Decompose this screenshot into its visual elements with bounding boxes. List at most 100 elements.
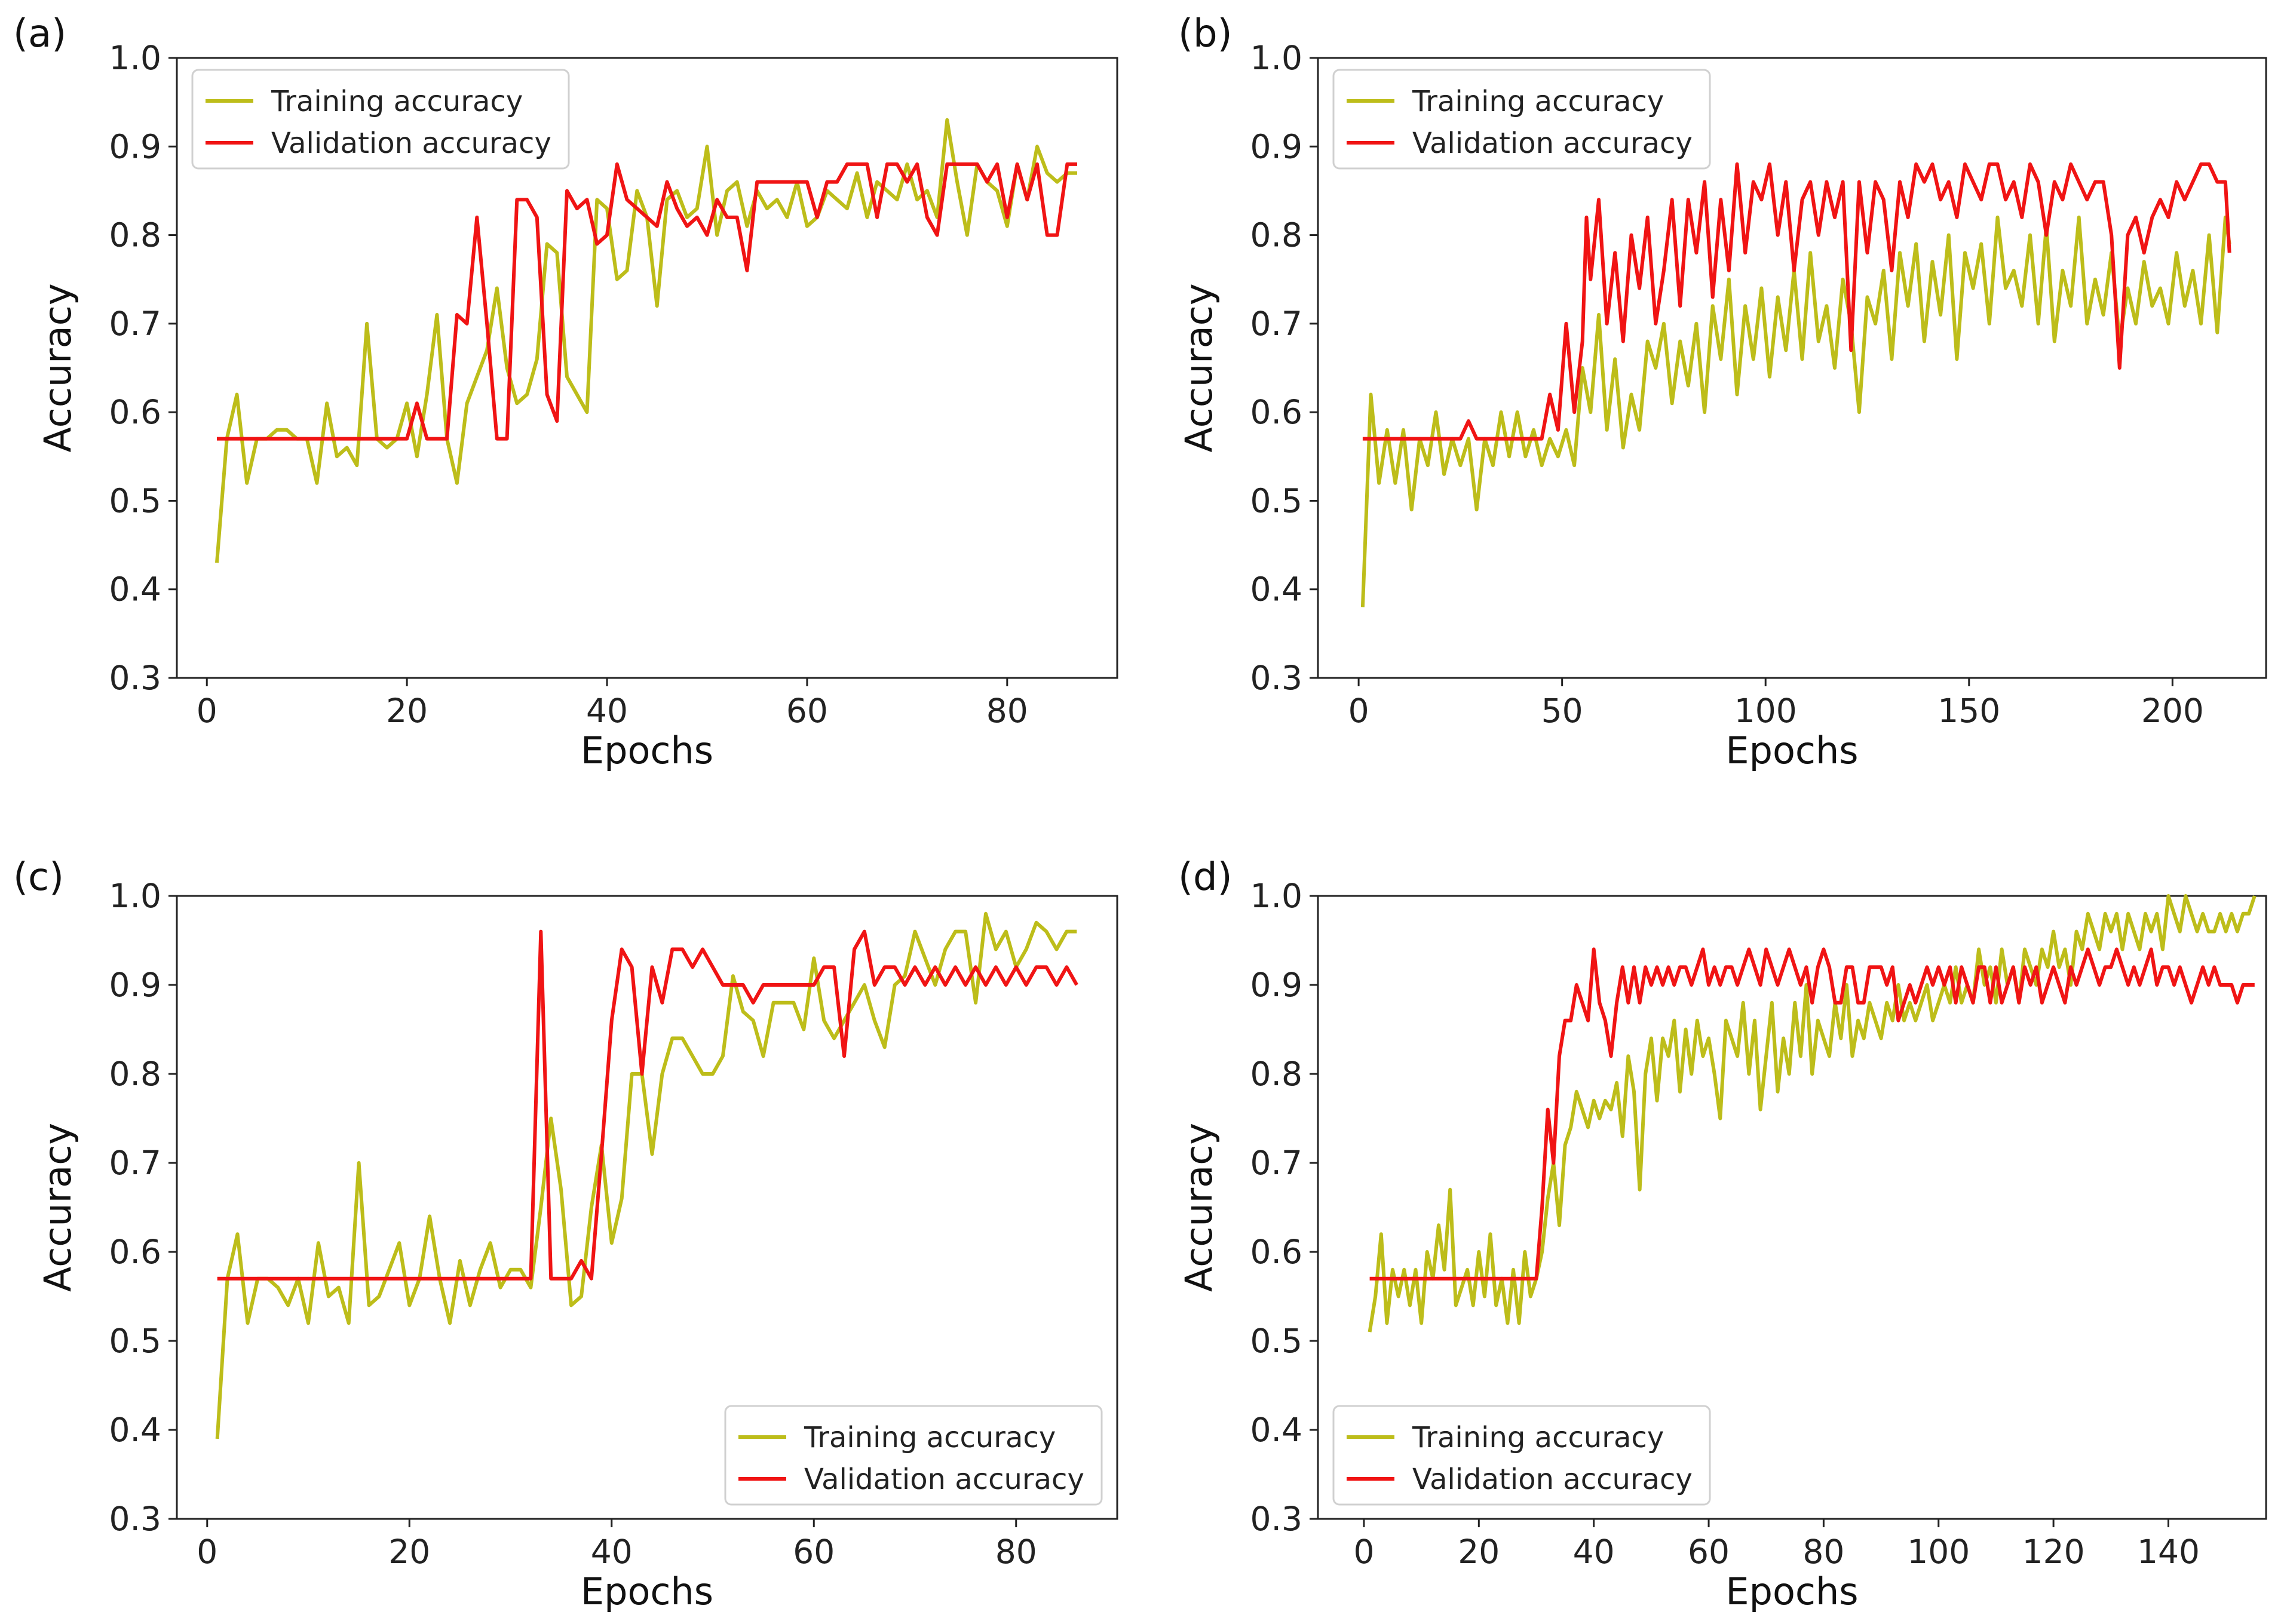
x-tick-label: 140	[2137, 1533, 2200, 1571]
panel-letter: (d)	[1178, 855, 1233, 900]
y-axis-label: Accuracy	[1177, 1123, 1221, 1292]
y-tick-label: 0.8	[1250, 1055, 1302, 1093]
legend: Training accuracy Validation accuracy	[191, 69, 570, 170]
x-axis-label: Epochs	[1725, 729, 1858, 772]
y-tick-label: 0.9	[109, 966, 161, 1004]
y-tick-label: 0.3	[109, 659, 161, 697]
panel-letter: (b)	[1178, 12, 1233, 56]
y-tick-label: 0.9	[109, 127, 161, 165]
x-tick-label: 80	[995, 1533, 1037, 1571]
y-axis-label: Accuracy	[36, 283, 79, 452]
chart-panel-0: (a) 0.3 0.4 0.5 0.6 0.7 0.8 0.9 1.0 0 20 40 60 80 Epoc…	[13, 12, 1118, 772]
y-tick-label: 0.8	[109, 1055, 161, 1093]
series-line-training	[1360, 215, 2231, 607]
axes-frame	[176, 895, 1118, 1520]
x-tick-label: 0	[197, 1533, 217, 1571]
y-tick-label: 0.5	[109, 481, 161, 520]
x-tick-label: 40	[586, 692, 628, 730]
x-tick-label: 50	[1541, 692, 1583, 730]
legend-label: Validation accuracy	[271, 127, 551, 160]
x-tick-label: 20	[386, 692, 428, 730]
y-tick-label: 0.4	[1250, 570, 1302, 609]
y-tick-label: 0.3	[109, 1500, 161, 1538]
y-tick-label: 0.5	[1250, 481, 1302, 520]
y-tick-label: 0.7	[1250, 1144, 1302, 1182]
y-tick-label: 0.7	[109, 1144, 161, 1182]
series-line-validation	[217, 162, 1077, 441]
y-tick-label: 0.3	[1250, 659, 1302, 697]
y-tick-label: 0.7	[109, 305, 161, 343]
legend-label: Training accuracy	[804, 1421, 1056, 1454]
legend-box	[1332, 69, 1711, 170]
x-tick-label: 0	[1348, 692, 1369, 730]
legend-label: Validation accuracy	[1412, 127, 1693, 160]
panel-letter: (a)	[13, 12, 66, 56]
y-tick-label: 0.4	[109, 570, 161, 609]
y-tick-label: 0.5	[109, 1322, 161, 1360]
series-line-training	[1368, 894, 2257, 1333]
x-tick-label: 0	[1353, 1533, 1374, 1571]
legend-box	[724, 1405, 1103, 1506]
x-tick-label: 40	[1573, 1533, 1615, 1571]
y-axis-label: Accuracy	[1177, 283, 1221, 452]
legend-label: Training accuracy	[1412, 1421, 1664, 1454]
legend-box	[1332, 1405, 1711, 1506]
x-tick-label: 100	[1907, 1533, 1970, 1571]
legend: Training accuracy Validation accuracy	[1332, 1405, 1711, 1506]
y-tick-label: 0.4	[109, 1411, 161, 1449]
x-tick-label: 60	[786, 692, 828, 730]
x-tick-label: 80	[986, 692, 1028, 730]
y-axis-label: Accuracy	[36, 1123, 79, 1292]
chart-panel-2: (c) 0.3 0.4 0.5 0.6 0.7 0.8 0.9 1.0 0 20 40 60 80 Epoc…	[13, 855, 1118, 1613]
y-tick-label: 0.8	[109, 216, 161, 254]
x-tick-label: 20	[388, 1533, 430, 1571]
x-tick-label: 20	[1458, 1533, 1500, 1571]
y-tick-label: 0.4	[1250, 1411, 1302, 1449]
chart-panel-3: (d) 0.3 0.4 0.5 0.6 0.7 0.8 0.9 1.0 0 20 40 60 80 100 1…	[1177, 855, 2267, 1613]
x-tick-label: 60	[1688, 1533, 1730, 1571]
series-line-validation	[1362, 162, 2231, 441]
y-tick-label: 0.6	[1250, 1233, 1302, 1271]
y-tick-label: 0.8	[1250, 216, 1302, 254]
legend-label: Training accuracy	[271, 85, 523, 118]
x-axis-label: Epochs	[581, 729, 713, 772]
series-line-training	[215, 118, 1077, 563]
series-line-validation	[1369, 947, 2255, 1281]
legend-label: Training accuracy	[1412, 85, 1664, 118]
x-tick-label: 0	[197, 692, 217, 730]
x-tick-label: 120	[2022, 1533, 2085, 1571]
panel-letter: (c)	[13, 855, 64, 900]
chart-panel-1: (b) 0.3 0.4 0.5 0.6 0.7 0.8 0.9 1.0 0 50 100 150 200 E…	[1177, 12, 2267, 772]
y-tick-label: 0.9	[1250, 966, 1302, 1004]
y-tick-label: 0.6	[109, 1233, 161, 1271]
y-tick-label: 1.0	[1250, 39, 1302, 77]
y-tick-label: 1.0	[1250, 877, 1302, 915]
y-tick-label: 0.6	[109, 393, 161, 431]
x-tick-label: 40	[591, 1533, 633, 1571]
y-tick-label: 0.7	[1250, 305, 1302, 343]
legend-label: Validation accuracy	[1412, 1463, 1693, 1496]
x-tick-label: 80	[1802, 1533, 1844, 1571]
y-tick-label: 1.0	[109, 877, 161, 915]
y-tick-label: 0.5	[1250, 1322, 1302, 1360]
legend: Training accuracy Validation accuracy	[1332, 69, 1711, 170]
x-tick-label: 100	[1734, 692, 1797, 730]
y-tick-label: 0.6	[1250, 393, 1302, 431]
axes-frame	[176, 57, 1118, 679]
axes-frame	[1317, 895, 2267, 1520]
x-tick-label: 60	[793, 1533, 835, 1571]
legend-label: Validation accuracy	[804, 1463, 1084, 1496]
x-axis-label: Epochs	[581, 1570, 713, 1613]
x-tick-label: 200	[2141, 692, 2204, 730]
x-axis-label: Epochs	[1725, 1570, 1858, 1613]
legend: Training accuracy Validation accuracy	[724, 1405, 1103, 1506]
y-tick-label: 1.0	[109, 39, 161, 77]
series-line-validation	[217, 929, 1078, 1281]
y-tick-label: 0.9	[1250, 127, 1302, 165]
axes-frame	[1317, 57, 2267, 679]
x-tick-label: 150	[1937, 692, 2000, 730]
y-tick-label: 0.3	[1250, 1500, 1302, 1538]
legend-box	[191, 69, 570, 170]
series-line-training	[215, 911, 1077, 1439]
